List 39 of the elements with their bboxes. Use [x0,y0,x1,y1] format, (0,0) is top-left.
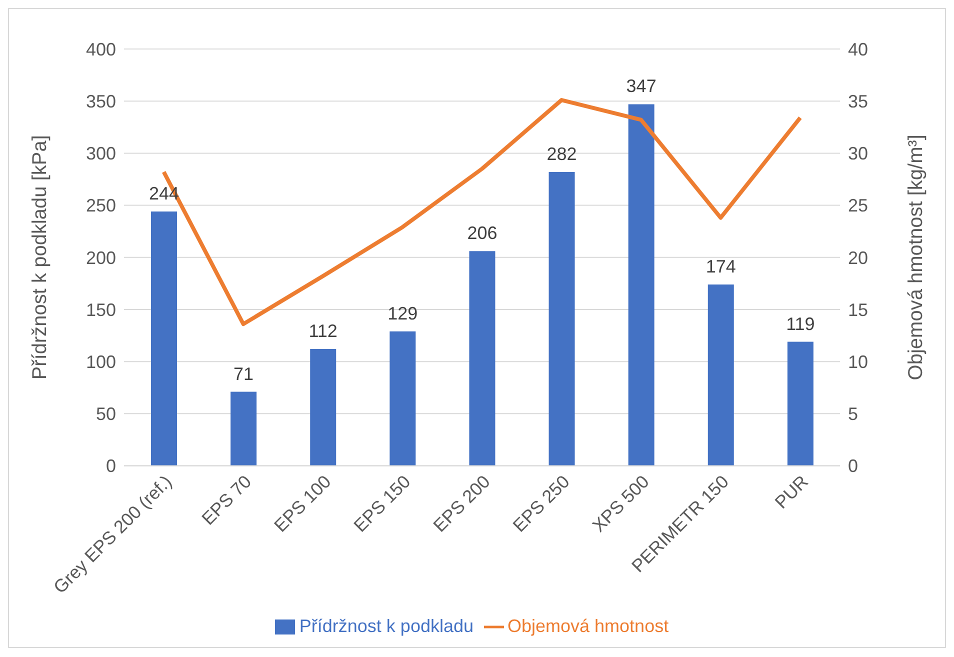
bar [390,331,416,466]
data-label: 129 [388,303,418,324]
y-axis-title: Přídržnost k podkladu [kPa] [29,135,52,380]
legend-label: Přídržnost k podkladu [299,616,474,636]
y-tick-label: 100 [86,352,116,372]
bar [708,284,734,466]
data-label: 71 [234,364,254,384]
y2-tick-label: 25 [848,196,868,216]
bar [310,349,336,466]
bar [628,104,654,466]
y2-tick-label: 15 [848,300,868,320]
bar [787,342,814,466]
data-label: 174 [706,256,736,276]
y-tick-label: 50 [96,404,116,424]
y2-tick-label: 5 [848,404,858,424]
y2-axis-title: Objemová hmotnost [kg/m³] [905,134,928,380]
y-tick-label: 250 [86,196,116,216]
y-tick-label: 200 [86,248,116,268]
y-tick-label: 350 [86,91,116,112]
y-tick-label: 400 [86,39,116,60]
y-tick-label: 0 [106,456,116,476]
y2-tick-label: 20 [848,248,868,268]
y2-tick-label: 30 [848,144,868,164]
data-label: 119 [786,314,815,334]
data-label: 112 [308,321,338,342]
bar [151,212,177,466]
bar [469,251,496,466]
y2-tick-label: 40 [848,39,868,60]
bar [548,172,575,466]
data-label: 282 [546,144,577,164]
y2-tick-label: 35 [848,91,868,112]
data-label: 347 [626,76,656,96]
bar [230,392,257,466]
y2-tick-label: 0 [848,456,858,476]
data-label: 206 [467,223,498,244]
legend-label: Objemová hmotnost [508,616,669,636]
y-tick-label: 150 [86,300,116,320]
y-tick-label: 300 [86,144,116,164]
y2-tick-label: 10 [848,352,868,372]
